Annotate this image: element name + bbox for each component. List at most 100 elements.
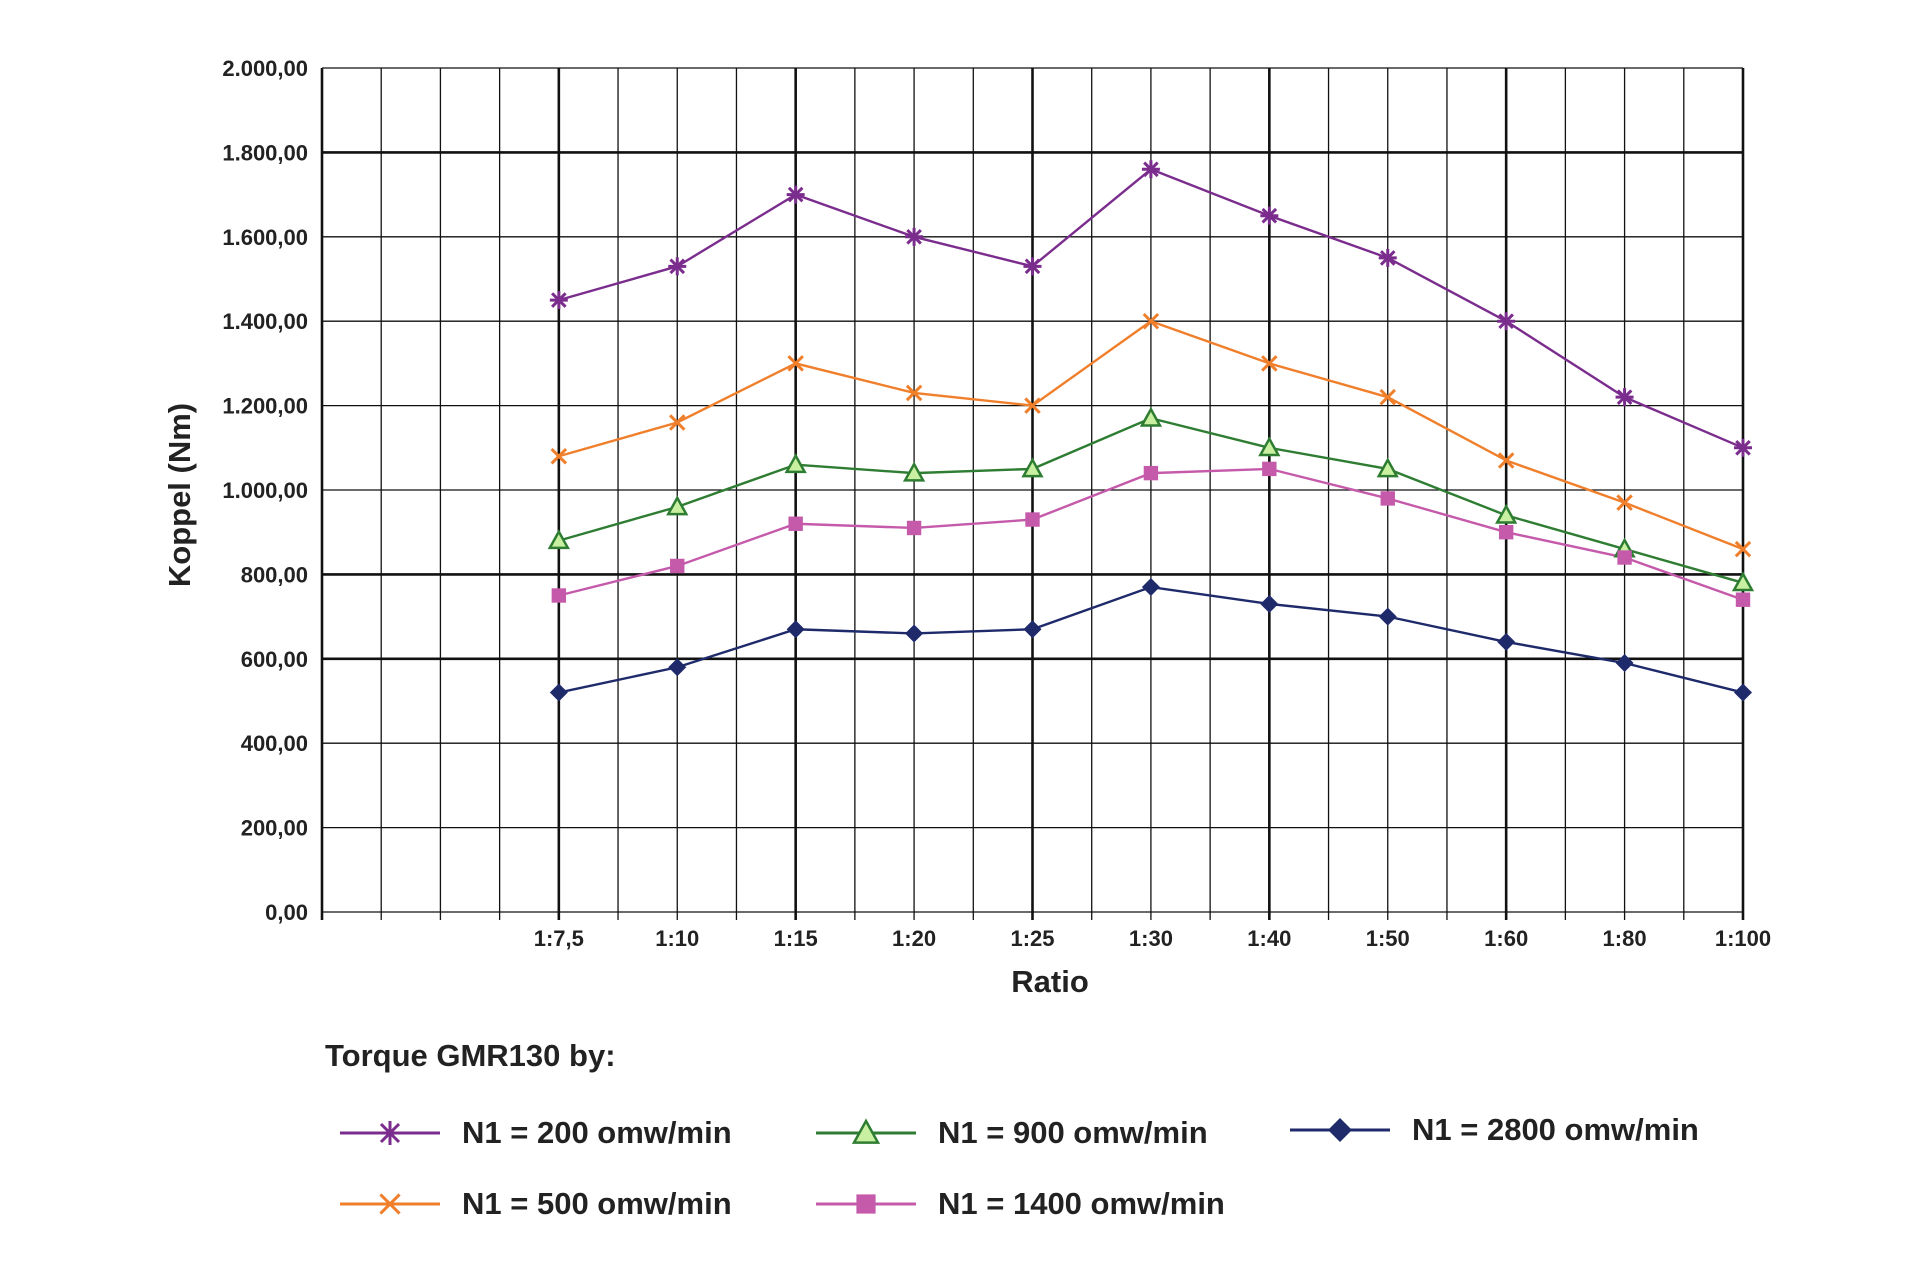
data-point-square (670, 558, 685, 574)
data-point-asterisk (1615, 388, 1634, 407)
y-tick-label: 1.800,00 (222, 140, 308, 165)
data-point-triangle (1021, 457, 1044, 478)
data-point-asterisk (905, 227, 924, 246)
data-point-asterisk (1260, 206, 1279, 225)
data-point-asterisk (378, 1121, 402, 1145)
y-tick-label: 400,00 (241, 731, 308, 756)
data-point-triangle (1731, 571, 1755, 592)
legend-title: Torque GMR130 by: (325, 1038, 616, 1073)
data-point-square (1143, 465, 1159, 481)
x-tick-label: 1:80 (1603, 926, 1647, 951)
x-axis-title: Ratio (1011, 964, 1089, 999)
legend-item-n1-900: N1 = 900 omw/min (816, 1113, 1208, 1153)
legend-label: N1 = 900 omw/min (938, 1115, 1208, 1150)
y-tick-label: 1.000,00 (222, 478, 308, 503)
data-point-x (1024, 397, 1041, 414)
data-point-x (905, 384, 923, 402)
x-tick-label: 1:30 (1129, 926, 1173, 951)
data-point-triangle (1376, 457, 1399, 478)
data-point-x (1497, 452, 1515, 469)
data-point-x (1261, 355, 1278, 372)
x-tick-label: 1:60 (1484, 926, 1528, 951)
x-tick-label: 1:20 (892, 926, 936, 951)
data-point-square (1262, 461, 1277, 477)
data-point-square (856, 1194, 876, 1214)
legend-item-n1-500: N1 = 500 omw/min (340, 1184, 732, 1224)
data-point-diamond (1378, 607, 1397, 626)
legend-asterisk-marker-icon (340, 1121, 440, 1145)
data-point-asterisk (1023, 257, 1042, 276)
data-point-diamond (1497, 632, 1516, 651)
series-markers (547, 160, 1755, 702)
data-point-asterisk (1497, 312, 1516, 331)
y-tick-label: 2.000,00 (222, 56, 308, 81)
tick-labels: 0,00 200,00 400,00 600,00 800,00 1.000,00 1.20… (222, 56, 1771, 951)
data-point-square (788, 516, 803, 531)
data-point-square (1380, 491, 1395, 506)
legend-diamond-marker-icon (1290, 1118, 1390, 1142)
data-point-asterisk (786, 185, 805, 204)
data-point-triangle (1139, 406, 1163, 427)
x-tick-label: 1:15 (774, 926, 818, 951)
legend-label: N1 = 1400 omw/min (938, 1186, 1225, 1221)
data-point-diamond (1023, 620, 1042, 639)
y-tick-label: 600,00 (241, 647, 308, 672)
data-point-diamond (668, 658, 687, 677)
x-tick-label: 1:50 (1366, 926, 1410, 951)
legend-square-marker-icon (816, 1194, 916, 1214)
y-tick-label: 1.400,00 (222, 309, 308, 334)
data-point-diamond (1141, 578, 1160, 597)
data-point-asterisk (549, 291, 568, 310)
data-point-square (906, 520, 922, 536)
data-point-x (787, 355, 804, 372)
data-point-square (551, 588, 567, 603)
data-point-asterisk (668, 257, 687, 276)
data-point-triangle (851, 1118, 881, 1144)
data-point-diamond (1260, 594, 1279, 613)
data-point-x (668, 414, 686, 431)
legend-triangle-marker-icon (816, 1118, 916, 1144)
x-tick-label: 1:10 (655, 926, 699, 951)
x-tick-label: 1:40 (1247, 926, 1291, 951)
data-point-triangle (666, 495, 689, 516)
data-point-square (1735, 592, 1751, 607)
legend-x-marker-icon (340, 1193, 440, 1215)
data-point-x (1616, 494, 1633, 511)
legend-label: N1 = 200 omw/min (462, 1115, 732, 1150)
data-point-triangle (547, 529, 570, 550)
legend-label: N1 = 500 omw/min (462, 1186, 732, 1221)
data-point-asterisk (1378, 248, 1397, 267)
data-point-triangle (1495, 503, 1518, 524)
y-tick-label: 0,00 (265, 900, 308, 925)
data-point-square (1025, 512, 1040, 527)
data-point-x (1379, 388, 1397, 406)
data-point-square (1498, 525, 1514, 540)
data-point-diamond (549, 683, 568, 702)
data-point-asterisk (1734, 438, 1752, 457)
data-point-x (1734, 540, 1752, 558)
legend-item-n1-200: N1 = 200 omw/min (340, 1113, 732, 1153)
y-tick-label: 1.600,00 (222, 225, 308, 250)
data-point-diamond (786, 620, 805, 639)
legend-item-n1-2800: N1 = 2800 omw/min (1290, 1110, 1699, 1150)
y-tick-label: 1.200,00 (222, 394, 308, 419)
grid-lines (320, 67, 1745, 920)
data-point-diamond (1328, 1118, 1352, 1142)
data-point-square (1617, 550, 1632, 565)
y-tick-label: 800,00 (241, 562, 308, 587)
y-axis-title: Koppel (Nm) (162, 403, 197, 587)
legend-item-n1-1400: N1 = 1400 omw/min (816, 1184, 1225, 1224)
data-point-asterisk (1141, 160, 1160, 179)
x-tick-label: 1:7,5 (534, 926, 584, 951)
data-point-diamond (1734, 683, 1752, 702)
data-point-triangle (902, 461, 926, 482)
data-point-diamond (1615, 654, 1634, 673)
koppel-ratio-line-chart: 0,00 200,00 400,00 600,00 800,00 1.000,00 1.20… (162, 56, 1771, 999)
data-point-diamond (905, 624, 924, 643)
data-point-triangle (784, 453, 807, 474)
x-tick-label: 1:25 (1010, 926, 1054, 951)
data-point-x (550, 447, 568, 465)
legend-label: N1 = 2800 omw/min (1412, 1112, 1699, 1147)
y-tick-label: 200,00 (241, 816, 308, 841)
data-point-x (379, 1193, 401, 1215)
